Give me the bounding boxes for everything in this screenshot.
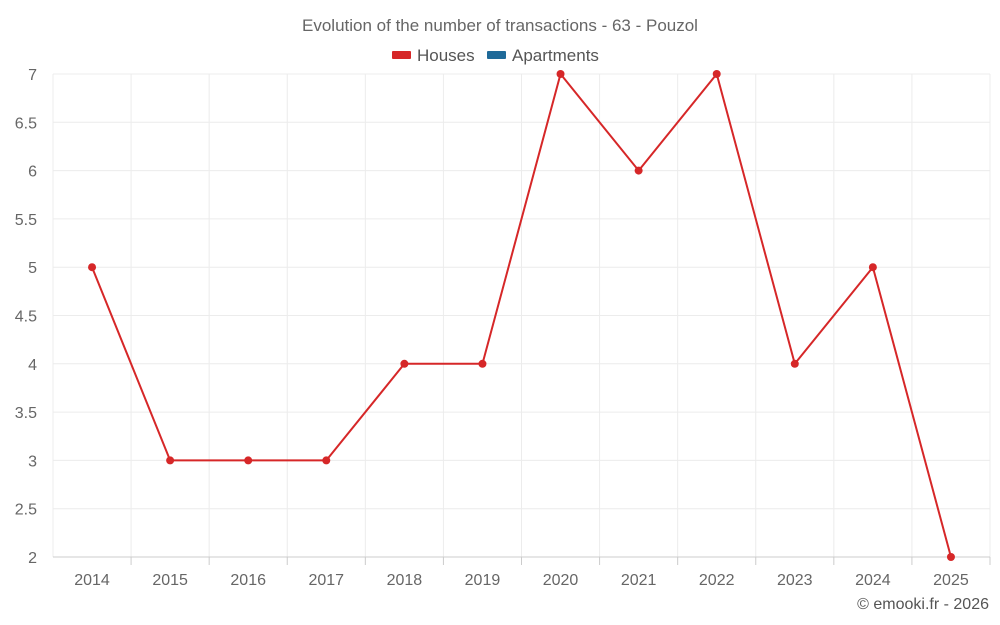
data-point-houses[interactable] [244,456,253,465]
y-axis-ticks: 2 2.5 3 3.5 4 4.5 5 5.5 6 6.5 7 [15,67,37,567]
data-point-houses[interactable] [946,553,955,561]
y-tick-label: 3 [28,453,37,470]
data-point-houses[interactable] [634,166,643,175]
data-point-houses[interactable] [166,456,175,465]
x-axis-ticks: 2014 2015 2016 2017 2018 2019 2020 2021 2022 2023… [74,557,991,589]
x-tick-label: 2014 [74,572,110,589]
y-tick-label: 3.5 [15,405,37,422]
x-tick-label: 2023 [777,572,813,589]
data-point-houses[interactable] [322,456,331,465]
y-tick-label: 6 [28,164,37,181]
x-tick-label: 2020 [543,572,579,589]
data-point-houses[interactable] [712,70,721,78]
y-tick-label: 6.5 [15,115,37,132]
legend: Houses Apartments [392,46,599,65]
data-point-houses[interactable] [790,359,799,368]
legend-swatch-apartments[interactable] [487,51,506,59]
y-tick-label: 5 [28,260,37,277]
data-point-houses[interactable] [400,359,409,368]
legend-label-houses[interactable]: Houses [417,46,475,65]
y-tick-label: 7 [28,67,37,84]
x-tick-label: 2018 [387,572,423,589]
x-tick-label: 2019 [465,572,501,589]
y-tick-label: 4.5 [15,309,37,326]
y-tick-label: 4 [28,357,37,374]
data-point-houses[interactable] [88,263,97,272]
series-layer [88,70,955,561]
credit-text: © emooki.fr - 2026 [857,596,989,613]
x-tick-label: 2016 [230,572,266,589]
legend-swatch-houses[interactable] [392,51,411,59]
x-tick-label: 2025 [933,572,969,589]
series-line-houses [91,73,952,558]
chart-title: Evolution of the number of transactions … [302,16,698,35]
x-tick-label: 2021 [621,572,657,589]
x-tick-label: 2022 [699,572,735,589]
data-point-houses[interactable] [868,263,877,272]
x-tick-label: 2017 [308,572,344,589]
y-tick-label: 5.5 [15,212,37,229]
y-tick-label: 2.5 [15,502,37,519]
grid [52,73,991,558]
x-tick-label: 2024 [855,572,891,589]
data-point-houses[interactable] [478,359,487,368]
legend-label-apartments[interactable]: Apartments [512,46,599,65]
y-tick-label: 2 [28,550,37,567]
data-point-houses[interactable] [556,70,565,78]
x-tick-label: 2015 [152,572,188,589]
